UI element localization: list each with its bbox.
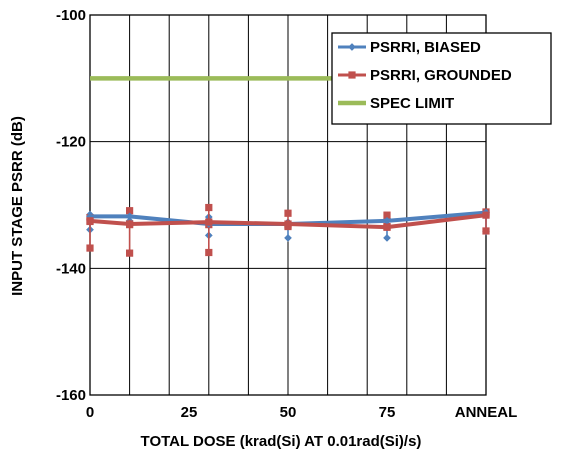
y-axis-title: INPUT STAGE PSRR (dB)	[9, 116, 26, 296]
legend-label: SPEC LIMIT	[370, 95, 454, 112]
data-point	[383, 223, 391, 231]
legend-marker	[348, 43, 356, 51]
data-point	[205, 218, 213, 226]
data-point	[205, 203, 213, 212]
data-point	[284, 209, 292, 217]
x-tick-label: ANNEAL	[455, 404, 518, 421]
data-point	[383, 233, 391, 242]
y-tick-label: -120	[56, 134, 86, 151]
x-tick-label: 25	[181, 404, 198, 421]
legend-item: PSRRI, BIASED	[338, 39, 481, 56]
y-tick-label: -140	[56, 260, 86, 277]
data-point	[482, 211, 490, 219]
data-point	[125, 212, 134, 221]
series-layer	[86, 76, 490, 257]
data-point	[482, 227, 490, 235]
data-point	[126, 220, 134, 228]
series-line	[89, 213, 487, 230]
data-point	[284, 220, 292, 228]
x-axis-title: TOTAL DOSE (krad(Si) AT 0.01rad(Si)/s)	[141, 433, 422, 450]
legend-marker	[348, 71, 356, 79]
data-point	[126, 249, 134, 257]
x-tick-label: 50	[280, 404, 297, 421]
data-point	[126, 207, 134, 215]
legend-box	[331, 32, 552, 125]
legend-item: SPEC LIMIT	[338, 95, 454, 112]
data-point	[205, 248, 213, 257]
y-tick-label: -160	[56, 387, 86, 404]
legend-label: PSRRI, BIASED	[370, 39, 481, 56]
series-line-1	[86, 211, 490, 231]
data-point	[86, 244, 94, 252]
legend: PSRRI, BIASED PSRRI, GROUNDED SPEC LIMIT	[331, 32, 552, 125]
data-point	[86, 217, 94, 225]
x-tick-label: 0	[86, 404, 94, 421]
plot-border	[89, 14, 487, 396]
y-tick-label: -100	[56, 7, 86, 24]
legend-label: PSRRI, GROUNDED	[370, 67, 512, 84]
legend-item: PSRRI, GROUNDED	[338, 67, 512, 84]
data-point	[383, 211, 391, 219]
data-point	[284, 233, 292, 242]
axes: -160 -140 -120 -100 0 25 50 75 ANNEAL	[56, 7, 517, 421]
x-tick-label: 75	[379, 404, 396, 421]
